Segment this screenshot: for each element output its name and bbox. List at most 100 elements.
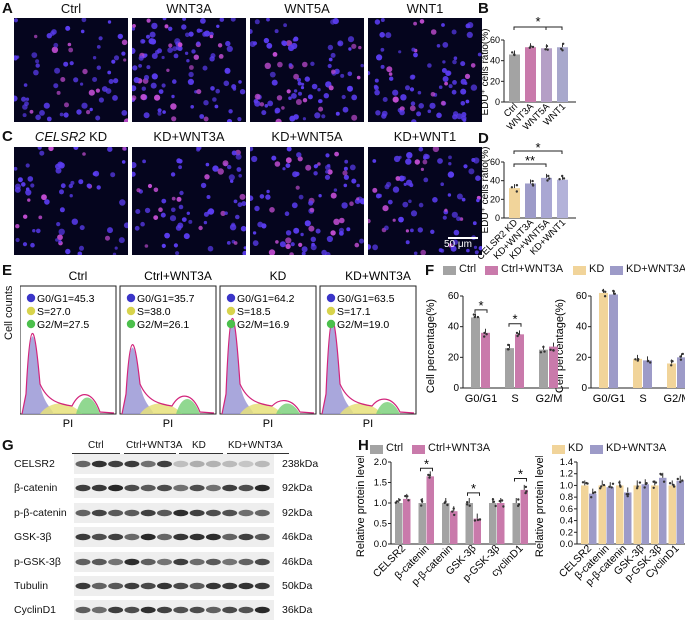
nucleus (107, 70, 112, 75)
nucleus (210, 86, 215, 91)
chart-h-right-point (681, 479, 684, 482)
nucleus (23, 83, 28, 87)
legend-swatch-ctrl-wnt3a-h (412, 445, 425, 454)
chart-h-right-point (581, 481, 585, 484)
blot-band (205, 509, 221, 516)
micrograph-a-wnt3a (132, 18, 246, 122)
blot-band (205, 558, 221, 565)
nucleus (254, 19, 260, 25)
nucleus (297, 156, 303, 162)
nucleus (112, 95, 118, 101)
nucleus (423, 155, 427, 160)
chart-b-y-tick-label: 0 (495, 97, 500, 107)
chart-f-sig-bracket-0 (474, 309, 488, 313)
nucleus (171, 94, 175, 99)
nucleus (151, 53, 158, 59)
scale-bar-label: 50 μm (444, 239, 472, 250)
blot-band (222, 460, 238, 468)
nucleus (172, 46, 178, 52)
nucleus (286, 147, 292, 152)
chart-h-left-point (476, 518, 480, 522)
nucleus (269, 71, 276, 78)
nucleus (446, 70, 452, 76)
nucleus (448, 155, 452, 160)
nucleus (423, 177, 429, 183)
chart-h-right-point (608, 485, 611, 488)
nucleus (374, 89, 380, 96)
nucleus (478, 246, 482, 251)
nucleus (346, 227, 351, 232)
blot-strip-5 (74, 576, 274, 596)
nucleus (141, 39, 146, 44)
panel-a-title-wnt3a: WNT3A (166, 1, 212, 16)
nucleus (88, 89, 95, 96)
nucleus (392, 186, 400, 193)
legend-label-ctrl-wnt3a: Ctrl+WNT3A (501, 263, 564, 275)
nucleus (168, 43, 173, 48)
nucleus (430, 29, 437, 35)
flow-legend-text-2-2: G2/M=16.9 (237, 319, 289, 331)
legend-f: Ctrl Ctrl+WNT3A KD KD+WNT3A (443, 263, 685, 279)
chart-h-right-bar-4-1 (659, 477, 667, 544)
flow-title-0: Ctrl (69, 269, 88, 283)
nucleus (167, 47, 173, 53)
chart-f-left-point (506, 348, 510, 351)
chart-d-point (515, 184, 519, 187)
nucleus (227, 164, 232, 170)
chart-f-left-point (539, 351, 543, 354)
chart-h-left-point (428, 474, 431, 477)
nucleus (238, 80, 242, 84)
chart-h-left-point (406, 495, 409, 498)
nucleus (51, 46, 59, 53)
nucleus (76, 109, 82, 115)
blot-band (254, 460, 270, 468)
nucleus (140, 94, 147, 101)
blot-band (238, 582, 254, 590)
blot-band (140, 509, 156, 516)
nucleus (205, 162, 210, 167)
blot-band (124, 582, 140, 590)
chart-h-right-point (600, 485, 603, 488)
chart-b-bar-3 (557, 47, 568, 102)
chart-h-right-point (619, 485, 622, 488)
blot-size-label-1: 92kDa (282, 482, 313, 495)
nucleus (80, 82, 84, 86)
nucleus (86, 183, 92, 189)
nucleus (305, 164, 312, 171)
chart-f-right-point (681, 352, 684, 356)
nucleus (349, 201, 354, 206)
blot-band (238, 509, 254, 516)
blot-band (91, 607, 107, 614)
nucleus (111, 59, 116, 64)
nucleus (230, 179, 234, 183)
nucleus (380, 47, 385, 52)
blot-protein-label-0: CELSR2 (14, 458, 55, 470)
blot-band (75, 509, 91, 516)
nucleus (188, 219, 193, 224)
nucleus (239, 193, 246, 200)
legend-swatch-kd (573, 266, 586, 275)
nucleus (416, 111, 422, 117)
chart-h-right-point (635, 487, 639, 490)
chart-d-bar-2 (541, 177, 552, 218)
flow-title-1: Ctrl+WNT3A (144, 269, 212, 283)
chart-h-right-point (652, 480, 655, 483)
chart-f-right-point (601, 289, 605, 292)
nucleus (437, 158, 443, 164)
chart-b-bar-0 (509, 54, 520, 102)
chart-h-right-point (643, 486, 646, 489)
nucleus (460, 101, 466, 106)
nucleus (202, 65, 208, 71)
nucleus (342, 106, 349, 113)
nucleus (340, 73, 345, 78)
nucleus (142, 159, 146, 164)
panel-letter-h: H (358, 437, 369, 454)
nucleus (466, 31, 473, 38)
nucleus (35, 114, 41, 121)
nucleus (447, 193, 452, 197)
chart-f-right-point (613, 292, 616, 295)
nucleus (442, 42, 449, 48)
nucleus (420, 167, 424, 171)
chart-h-left-point (453, 513, 456, 517)
chart-h-right-point (592, 491, 595, 495)
